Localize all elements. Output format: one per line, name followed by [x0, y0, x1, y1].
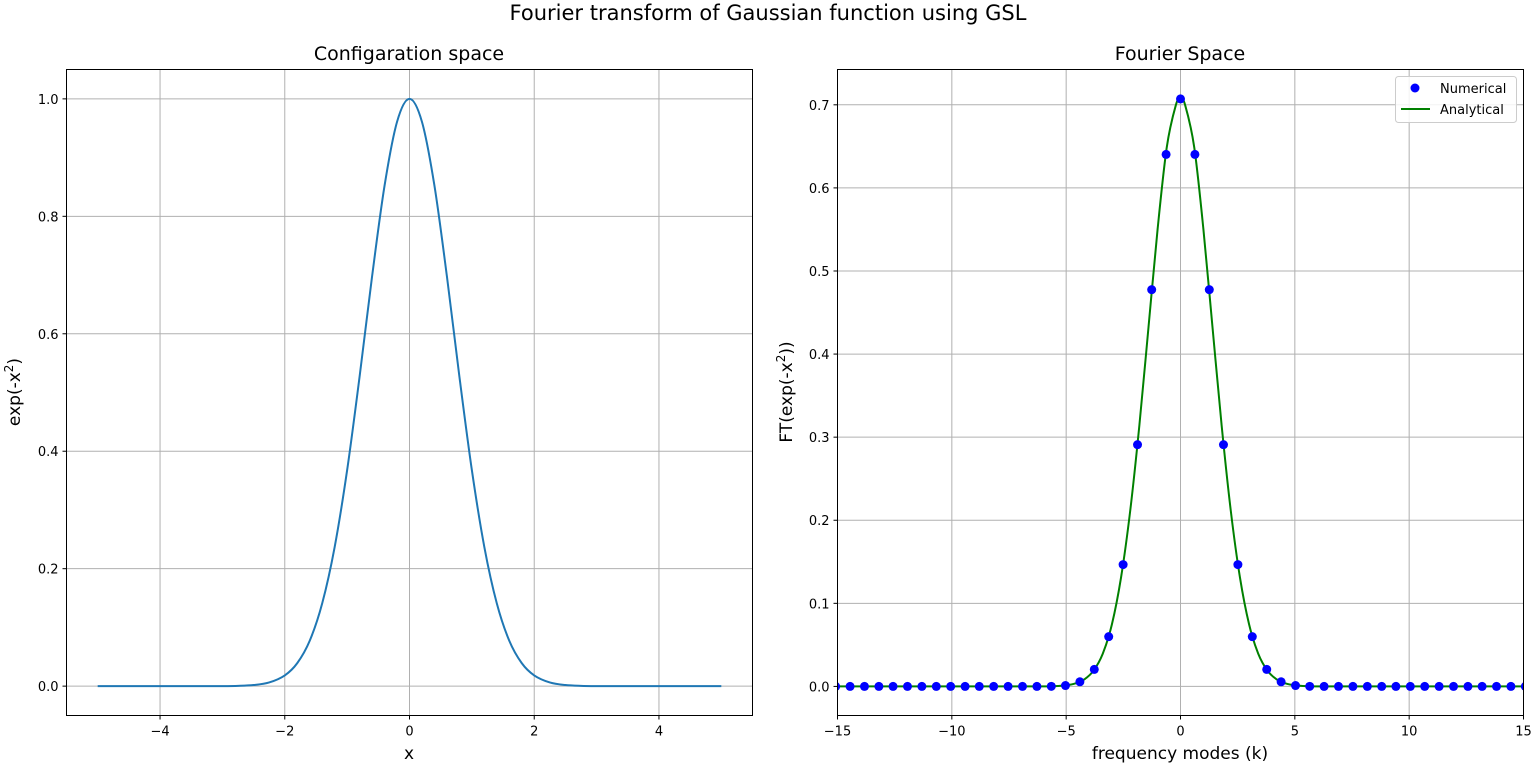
numerical-point	[1233, 560, 1243, 570]
numerical-point	[960, 681, 970, 691]
configuration-space-ytick-label: 0.4	[38, 445, 59, 460]
configuration-space-xtick-label: −4	[150, 725, 169, 740]
fourier-space-xtick-label: 0	[1176, 725, 1184, 740]
configuration-space-axes: −4 −2 0 2 4 0.0 0.2 0.4 0.6 0.8 1.0 Configaration …	[2, 43, 753, 764]
fourier-space-ytick-label: 0.2	[809, 514, 830, 529]
numerical-point	[888, 681, 898, 691]
legend-numerical-label: Numerical	[1440, 82, 1506, 97]
numerical-point	[989, 681, 999, 691]
numerical-point	[1104, 632, 1114, 642]
numerical-point	[1334, 681, 1344, 691]
numerical-point	[1003, 681, 1013, 691]
numerical-point	[874, 681, 884, 691]
numerical-point	[1362, 681, 1372, 691]
numerical-point	[1262, 664, 1272, 674]
numerical-point	[902, 681, 912, 691]
configuration-space-xtick-label: 4	[655, 725, 663, 740]
numerical-point	[1046, 681, 1056, 691]
fourier-space-ytick-label: 0.1	[809, 597, 830, 612]
numerical-point	[1291, 681, 1301, 691]
numerical-point	[1204, 285, 1214, 295]
configuration-space-title: Configaration space	[314, 43, 504, 65]
configuration-space-ytick-label: 0.0	[38, 680, 59, 695]
fourier-space-ytick-label: 0.0	[809, 680, 830, 695]
numerical-point	[1348, 681, 1358, 691]
fourier-space-ytick-label: 0.5	[809, 265, 830, 280]
numerical-point	[1305, 681, 1315, 691]
numerical-point	[1391, 681, 1401, 691]
fourier-space-xtick-label: −15	[824, 725, 851, 740]
numerical-point	[917, 681, 927, 691]
numerical-point	[1506, 681, 1516, 691]
numerical-point	[1434, 681, 1444, 691]
numerical-point	[1190, 149, 1200, 159]
numerical-point	[1520, 682, 1524, 691]
fourier-space-ytick-label: 0.6	[809, 182, 830, 197]
numerical-point	[859, 681, 869, 691]
configuration-space-ytick-label: 1.0	[38, 93, 59, 108]
numerical-point	[1247, 632, 1257, 642]
numerical-point	[1118, 560, 1128, 570]
numerical-point	[1161, 149, 1171, 159]
legend-analytical-label: Analytical	[1440, 103, 1504, 118]
fourier-space-xtick-label: 10	[1401, 725, 1418, 740]
fourier-space-ytick-label: 0.7	[809, 99, 830, 114]
numerical-point	[1133, 440, 1143, 450]
configuration-space-xtick-label: 2	[530, 725, 538, 740]
numerical-point	[1060, 681, 1070, 691]
configuration-space-ytick-label: 0.6	[38, 328, 59, 343]
legend-numerical-marker	[1410, 83, 1420, 93]
fourier-space-ytick-label: 0.3	[809, 431, 830, 446]
numerical-point	[946, 681, 956, 691]
legend-box	[1395, 76, 1517, 123]
numerical-point	[1477, 681, 1487, 691]
numerical-point	[1218, 440, 1228, 450]
fourier-space-title: Fourier Space	[1115, 43, 1245, 65]
numerical-point	[1449, 681, 1459, 691]
numerical-point	[1075, 677, 1085, 687]
fourier-space-xtick-label: 15	[1515, 725, 1532, 740]
fourier-space-xtick-label: 5	[1291, 725, 1299, 740]
numerical-point	[1089, 664, 1099, 674]
numerical-point	[1377, 681, 1387, 691]
numerical-point	[1405, 681, 1415, 691]
legend: Numerical Analytical	[1395, 76, 1517, 123]
fourier-space-xlabel: frequency modes (k)	[1092, 744, 1268, 764]
configuration-space-ytick-label: 0.2	[38, 563, 59, 578]
configuration-space-xtick-label: −2	[275, 725, 294, 740]
numerical-point	[1420, 681, 1430, 691]
numerical-point	[931, 681, 941, 691]
fourier-space-axes: −15 −10 −5 0 5 10 15 0.0 0.1 0.2 0.3 0.4 0.5 0.6 0.7 F…	[774, 43, 1532, 764]
configuration-space-ylabel: exp(-x2)	[2, 358, 25, 426]
figure-title: Fourier transform of Gaussian function u…	[510, 1, 1027, 25]
fourier-space-ylabel: FT(exp(-x2))	[774, 341, 797, 442]
numerical-point	[1276, 677, 1286, 687]
numerical-point	[1032, 681, 1042, 691]
configuration-space-xlabel: x	[404, 744, 414, 764]
configuration-space-ytick-label: 0.8	[38, 210, 59, 225]
configuration-space-xtick-label: 0	[405, 725, 413, 740]
numerical-point	[837, 682, 841, 691]
numerical-point	[1463, 681, 1473, 691]
numerical-point	[1017, 681, 1027, 691]
numerical-point	[1147, 285, 1157, 295]
fourier-space-xtick-label: −10	[938, 725, 965, 740]
numerical-point	[845, 681, 855, 691]
configuration-space-series-line	[97, 97, 722, 688]
numerical-point	[974, 681, 984, 691]
numerical-point	[1176, 94, 1185, 104]
numerical-point	[1319, 681, 1329, 691]
numerical-point	[1492, 681, 1502, 691]
fourier-space-xtick-label: −5	[1057, 725, 1076, 740]
fourier-space-ytick-label: 0.4	[809, 348, 830, 363]
